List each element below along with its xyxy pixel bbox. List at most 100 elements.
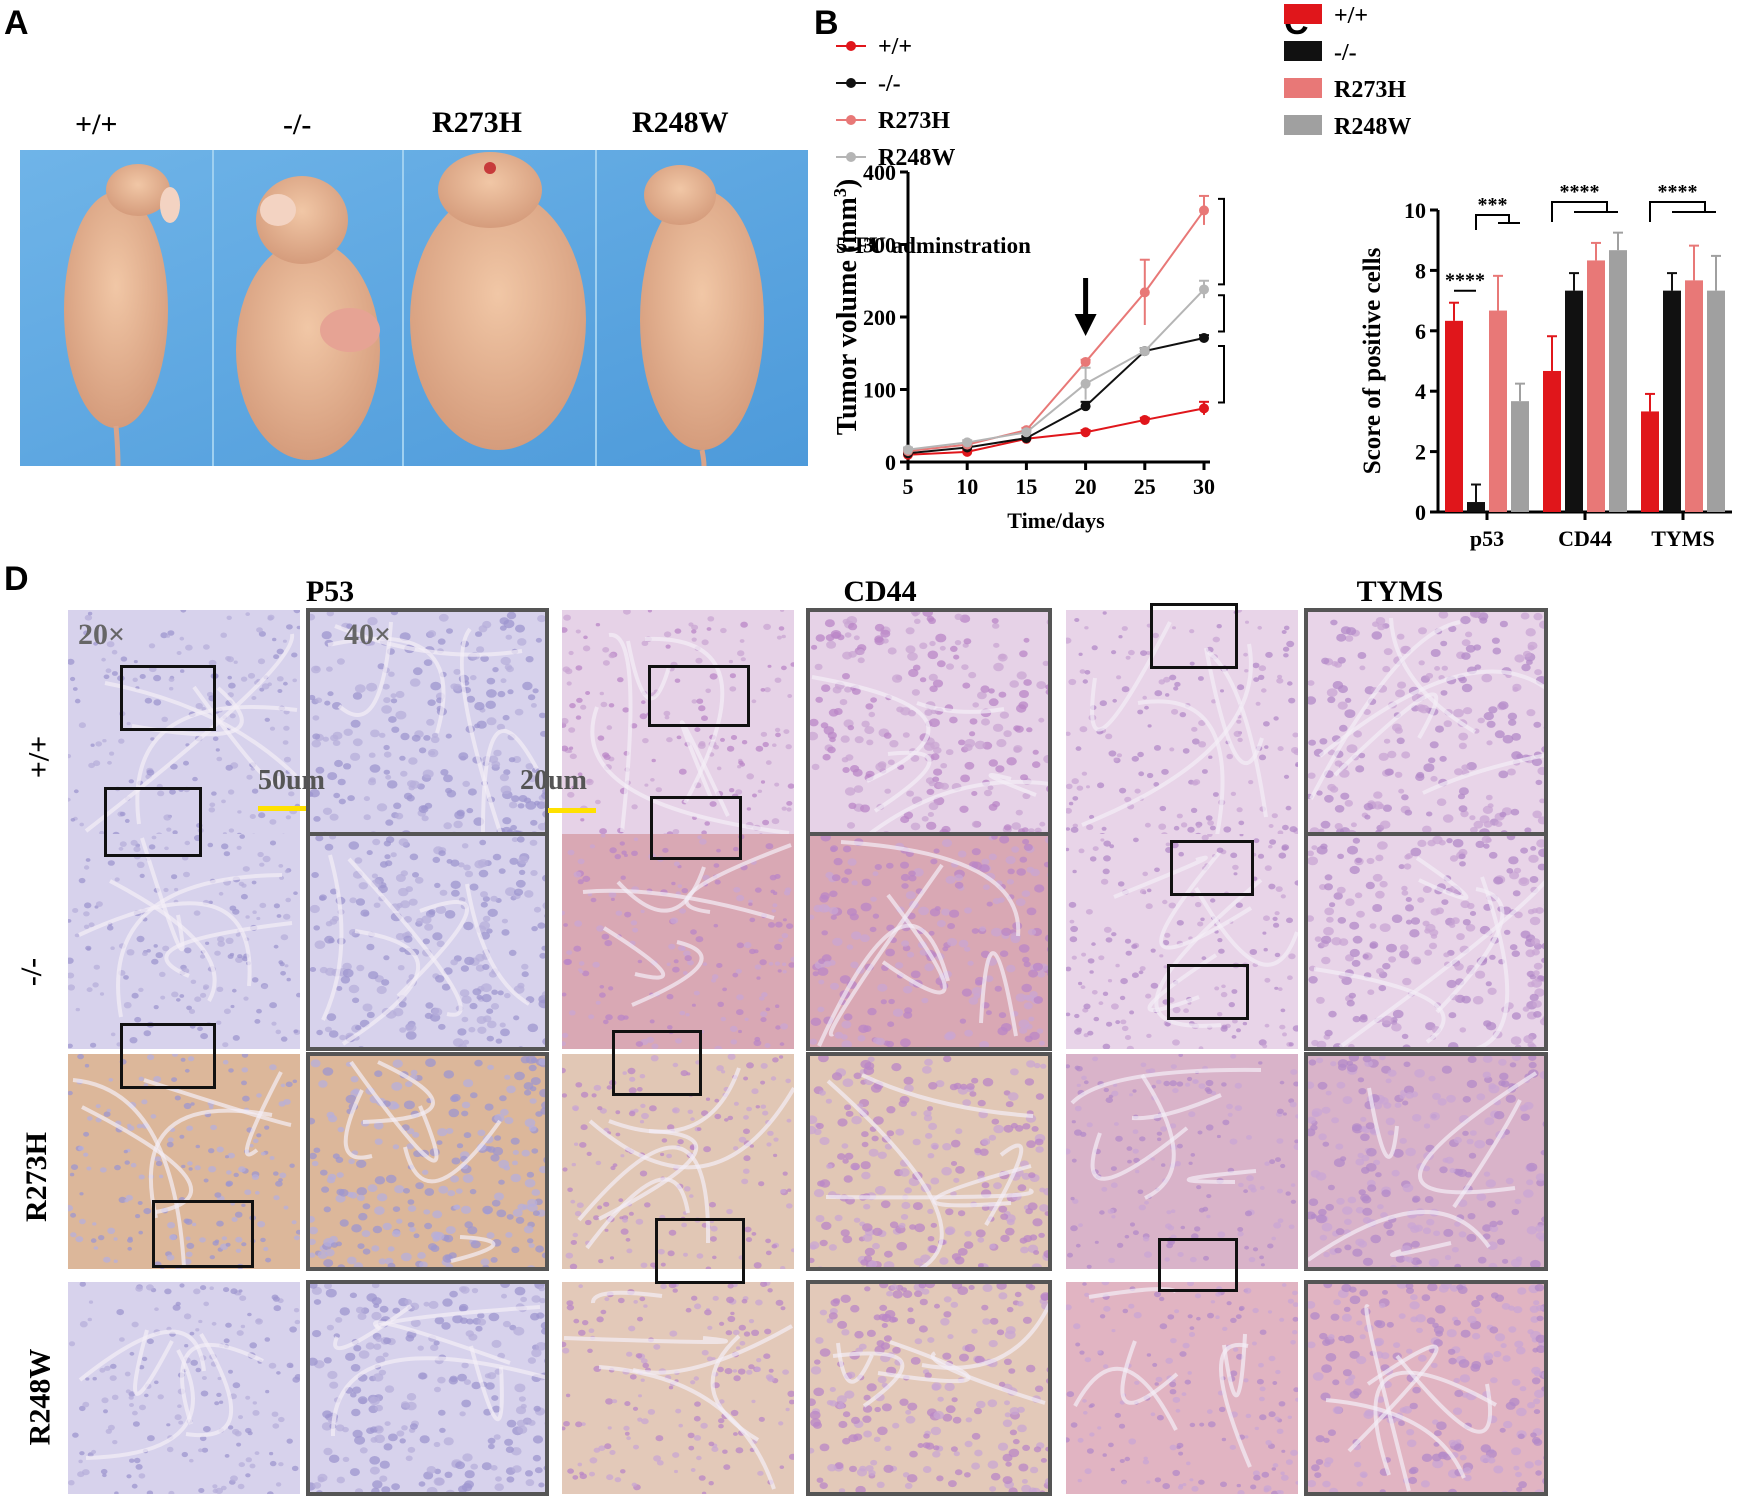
c-sig-line-3 (1551, 201, 1618, 222)
panel-a-label-r273h: R273H (432, 106, 522, 139)
c-bar (1641, 411, 1659, 512)
c-y-tick-label: 2 (1415, 440, 1426, 465)
mouse-r248w (640, 165, 764, 466)
b-data-point (1199, 205, 1209, 216)
scale-label-50um: 50um (258, 765, 325, 796)
ihc-40x-r4-c2 (806, 1280, 1052, 1496)
b-data-point (903, 444, 913, 455)
b-sig-bracket-2 (1218, 294, 1225, 333)
c-legend-label: +/+ (1334, 3, 1368, 29)
ihc-roi-box (152, 1200, 254, 1268)
ihc-20x-r3-c3 (1066, 1054, 1298, 1269)
ihc-roi-box (104, 787, 202, 857)
b-data-point (1139, 346, 1150, 357)
b-y-tick-label: 400 (863, 160, 896, 185)
c-bar (1511, 401, 1529, 512)
c-y-axis-label: Score of positive cells (1359, 247, 1386, 474)
b-legend-marker (846, 78, 856, 88)
b-series-line (907, 288, 1205, 451)
mag-40x-label: 40× (344, 618, 392, 651)
c-bar (1707, 290, 1725, 512)
b-legend-label: R248W (878, 145, 955, 171)
row-label-r273h: R273H (20, 1132, 53, 1222)
ihc-40x-r2-c1 (306, 832, 549, 1051)
c-bar (1445, 320, 1463, 512)
col-header-tyms: TYMS (1356, 575, 1444, 608)
tumor-volume-chart: 0 100 200 300 400 5 10 15 20 25 30 Time/days Tumor v… (830, 34, 1225, 533)
ihc-roi-box (1170, 840, 1254, 896)
b-data-point (1021, 427, 1032, 438)
b-series-line (907, 209, 1205, 453)
mouse-ko (236, 176, 380, 460)
b-legend-marker (846, 115, 856, 125)
ihc-40x-r1-c2 (806, 608, 1052, 847)
ihc-roi-box (1150, 603, 1238, 669)
panel-a-label-r248w: R248W (632, 106, 729, 139)
c-legend-label: R248W (1334, 114, 1411, 140)
b-data-point (1139, 414, 1150, 425)
ihc-20x-r3-c2 (562, 1054, 794, 1269)
ihc-20x-r4-c1 (68, 1282, 300, 1494)
panel-a-letter: A (4, 4, 29, 42)
b-x-tick-label: 20 (1075, 474, 1097, 499)
ihc-roi-box (1167, 964, 1249, 1020)
scale-label-20um: 20um (520, 765, 587, 796)
ihc-20x-r4-c3 (1066, 1282, 1298, 1494)
b-legend-label: +/+ (878, 34, 912, 60)
c-sig-label-3: **** (1560, 181, 1600, 203)
b-series-line (907, 337, 1205, 455)
ihc-40x-r2-c2 (806, 832, 1052, 1051)
b-data-point (1139, 287, 1150, 298)
b-x-tick-label: 25 (1134, 474, 1156, 499)
ihc-roi-box (655, 1218, 745, 1284)
ihc-20x-r2-c2 (562, 834, 794, 1049)
b-x-tick-label: 5 (903, 474, 914, 499)
c-bar (1467, 502, 1485, 512)
c-bar (1609, 250, 1627, 512)
b-y-tick-label: 200 (863, 305, 896, 330)
b-legend-marker (846, 152, 856, 162)
ihc-40x-r2-c3 (1304, 832, 1548, 1051)
ihc-roi-box (650, 796, 742, 860)
b-data-point (1080, 427, 1091, 438)
b-x-tick-label: 10 (956, 474, 978, 499)
mouse-r273h (410, 152, 586, 450)
b-y-tick-label: 300 (863, 233, 896, 258)
ihc-roi-box (612, 1030, 702, 1096)
c-y-tick-label: 10 (1404, 198, 1426, 223)
ihc-40x-r4-c3 (1304, 1280, 1548, 1496)
c-bar (1685, 280, 1703, 512)
c-bar (1663, 290, 1681, 512)
ihc-20x-r4-c2 (562, 1282, 794, 1494)
c-x-tick-label: p53 (1470, 526, 1504, 551)
b-data-point (1080, 356, 1091, 367)
c-x-tick-label: CD44 (1558, 526, 1612, 551)
b-legend-label: -/- (878, 71, 901, 97)
c-legend-label: R273H (1334, 77, 1406, 103)
c-legend-label: -/- (1334, 40, 1357, 66)
ihc-roi-box (120, 665, 216, 731)
b-sig-bracket-3 (1218, 345, 1225, 404)
ihc-20x-r1-c2 (562, 610, 794, 845)
c-sig-line-2 (1475, 214, 1520, 230)
mouse-photo-strip (20, 150, 808, 466)
scale-bar-20x (258, 806, 306, 811)
ihc-40x-r1-c3 (1304, 608, 1548, 847)
c-bar (1489, 310, 1507, 512)
panel-b-letter: B (814, 4, 839, 42)
c-sig-label-2: *** (1478, 194, 1508, 216)
c-sig-label-4: **** (1658, 181, 1698, 203)
b-y-axis-label: Tumor volume (mm3) (830, 179, 863, 435)
c-y-tick-label: 6 (1415, 319, 1426, 344)
b-data-point (1080, 378, 1091, 389)
c-y-tick-label: 8 (1415, 258, 1426, 283)
b-y-tick-label: 0 (885, 450, 896, 475)
b-sig-bracket-1 (1218, 197, 1225, 286)
c-bar (1565, 290, 1583, 512)
row-label-r248w: R248W (23, 1348, 57, 1446)
c-bar (1587, 260, 1605, 512)
c-legend-swatch (1284, 115, 1322, 135)
panel-a-label-wt: +/+ (75, 108, 118, 141)
c-y-tick-label: 4 (1415, 379, 1426, 404)
ihc-roi-box (120, 1023, 216, 1089)
